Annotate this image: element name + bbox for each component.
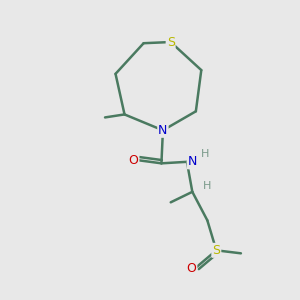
Text: H: H xyxy=(202,182,211,191)
Text: O: O xyxy=(129,154,139,167)
Text: N: N xyxy=(158,124,168,137)
Text: O: O xyxy=(187,262,196,275)
Text: H: H xyxy=(201,149,210,159)
Text: S: S xyxy=(212,244,220,257)
Text: S: S xyxy=(167,35,175,49)
Text: N: N xyxy=(188,155,197,168)
